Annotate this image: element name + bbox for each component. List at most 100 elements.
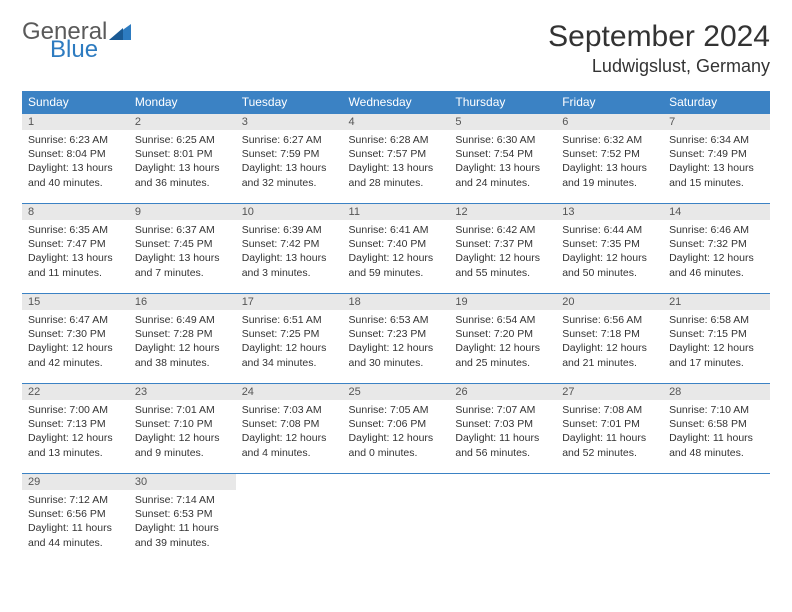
day-info: Sunrise: 6:53 AMSunset: 7:23 PMDaylight:…	[343, 310, 450, 373]
calendar-body: 1Sunrise: 6:23 AMSunset: 8:04 PMDaylight…	[22, 114, 770, 564]
calendar-row: 1Sunrise: 6:23 AMSunset: 8:04 PMDaylight…	[22, 114, 770, 204]
day-info: Sunrise: 6:47 AMSunset: 7:30 PMDaylight:…	[22, 310, 129, 373]
weekday-header-row: SundayMondayTuesdayWednesdayThursdayFrid…	[22, 91, 770, 114]
calendar-cell: 1Sunrise: 6:23 AMSunset: 8:04 PMDaylight…	[22, 114, 129, 204]
calendar-cell: 25Sunrise: 7:05 AMSunset: 7:06 PMDayligh…	[343, 384, 450, 474]
day-number: 17	[236, 294, 343, 310]
calendar-row: 15Sunrise: 6:47 AMSunset: 7:30 PMDayligh…	[22, 294, 770, 384]
day-info: Sunrise: 7:12 AMSunset: 6:56 PMDaylight:…	[22, 490, 129, 553]
day-info: Sunrise: 6:25 AMSunset: 8:01 PMDaylight:…	[129, 130, 236, 193]
day-info: Sunrise: 6:54 AMSunset: 7:20 PMDaylight:…	[449, 310, 556, 373]
day-info: Sunrise: 6:58 AMSunset: 7:15 PMDaylight:…	[663, 310, 770, 373]
day-number: 19	[449, 294, 556, 310]
calendar-cell: 3Sunrise: 6:27 AMSunset: 7:59 PMDaylight…	[236, 114, 343, 204]
calendar-cell: 23Sunrise: 7:01 AMSunset: 7:10 PMDayligh…	[129, 384, 236, 474]
month-title: September 2024	[548, 20, 770, 54]
day-number: 10	[236, 204, 343, 220]
calendar-cell: 21Sunrise: 6:58 AMSunset: 7:15 PMDayligh…	[663, 294, 770, 384]
weekday-header: Saturday	[663, 91, 770, 114]
calendar-cell: 19Sunrise: 6:54 AMSunset: 7:20 PMDayligh…	[449, 294, 556, 384]
day-info: Sunrise: 6:42 AMSunset: 7:37 PMDaylight:…	[449, 220, 556, 283]
day-info: Sunrise: 7:03 AMSunset: 7:08 PMDaylight:…	[236, 400, 343, 463]
day-info: Sunrise: 6:44 AMSunset: 7:35 PMDaylight:…	[556, 220, 663, 283]
day-info: Sunrise: 6:34 AMSunset: 7:49 PMDaylight:…	[663, 130, 770, 193]
day-number: 11	[343, 204, 450, 220]
day-info: Sunrise: 6:56 AMSunset: 7:18 PMDaylight:…	[556, 310, 663, 373]
calendar-row: 8Sunrise: 6:35 AMSunset: 7:47 PMDaylight…	[22, 204, 770, 294]
day-number: 20	[556, 294, 663, 310]
calendar-cell: 15Sunrise: 6:47 AMSunset: 7:30 PMDayligh…	[22, 294, 129, 384]
day-number: 8	[22, 204, 129, 220]
calendar-cell: 2Sunrise: 6:25 AMSunset: 8:01 PMDaylight…	[129, 114, 236, 204]
day-info: Sunrise: 6:49 AMSunset: 7:28 PMDaylight:…	[129, 310, 236, 373]
day-number: 27	[556, 384, 663, 400]
day-info: Sunrise: 7:10 AMSunset: 6:58 PMDaylight:…	[663, 400, 770, 463]
weekday-header: Wednesday	[343, 91, 450, 114]
calendar-cell: 12Sunrise: 6:42 AMSunset: 7:37 PMDayligh…	[449, 204, 556, 294]
day-info: Sunrise: 7:08 AMSunset: 7:01 PMDaylight:…	[556, 400, 663, 463]
calendar-cell: ..	[449, 474, 556, 564]
day-number: 23	[129, 384, 236, 400]
calendar-cell: 14Sunrise: 6:46 AMSunset: 7:32 PMDayligh…	[663, 204, 770, 294]
weekday-header: Sunday	[22, 91, 129, 114]
weekday-header: Thursday	[449, 91, 556, 114]
calendar-cell: 8Sunrise: 6:35 AMSunset: 7:47 PMDaylight…	[22, 204, 129, 294]
day-info: Sunrise: 6:23 AMSunset: 8:04 PMDaylight:…	[22, 130, 129, 193]
calendar-row: 29Sunrise: 7:12 AMSunset: 6:56 PMDayligh…	[22, 474, 770, 564]
day-info: Sunrise: 6:35 AMSunset: 7:47 PMDaylight:…	[22, 220, 129, 283]
calendar-cell: ..	[236, 474, 343, 564]
day-info: Sunrise: 6:28 AMSunset: 7:57 PMDaylight:…	[343, 130, 450, 193]
calendar-cell: 24Sunrise: 7:03 AMSunset: 7:08 PMDayligh…	[236, 384, 343, 474]
day-number: 18	[343, 294, 450, 310]
calendar-cell: 18Sunrise: 6:53 AMSunset: 7:23 PMDayligh…	[343, 294, 450, 384]
calendar-cell: ..	[343, 474, 450, 564]
day-number: 14	[663, 204, 770, 220]
calendar-cell: 4Sunrise: 6:28 AMSunset: 7:57 PMDaylight…	[343, 114, 450, 204]
calendar-cell: 26Sunrise: 7:07 AMSunset: 7:03 PMDayligh…	[449, 384, 556, 474]
day-number: 6	[556, 114, 663, 130]
calendar-cell: 5Sunrise: 6:30 AMSunset: 7:54 PMDaylight…	[449, 114, 556, 204]
calendar-cell: 20Sunrise: 6:56 AMSunset: 7:18 PMDayligh…	[556, 294, 663, 384]
day-number: 9	[129, 204, 236, 220]
day-info: Sunrise: 6:37 AMSunset: 7:45 PMDaylight:…	[129, 220, 236, 283]
day-number: 25	[343, 384, 450, 400]
calendar-cell: 7Sunrise: 6:34 AMSunset: 7:49 PMDaylight…	[663, 114, 770, 204]
day-number: 12	[449, 204, 556, 220]
day-number: 16	[129, 294, 236, 310]
calendar-cell: ..	[663, 474, 770, 564]
day-info: Sunrise: 6:30 AMSunset: 7:54 PMDaylight:…	[449, 130, 556, 193]
day-number: 4	[343, 114, 450, 130]
day-number: 26	[449, 384, 556, 400]
day-number: 5	[449, 114, 556, 130]
day-info: Sunrise: 6:46 AMSunset: 7:32 PMDaylight:…	[663, 220, 770, 283]
calendar-table: SundayMondayTuesdayWednesdayThursdayFrid…	[22, 91, 770, 564]
day-number: 7	[663, 114, 770, 130]
day-number: 3	[236, 114, 343, 130]
calendar-cell: 29Sunrise: 7:12 AMSunset: 6:56 PMDayligh…	[22, 474, 129, 564]
day-info: Sunrise: 6:51 AMSunset: 7:25 PMDaylight:…	[236, 310, 343, 373]
day-number: 1	[22, 114, 129, 130]
day-number: 24	[236, 384, 343, 400]
day-info: Sunrise: 6:32 AMSunset: 7:52 PMDaylight:…	[556, 130, 663, 193]
logo-text-blue: Blue	[50, 38, 131, 62]
calendar-cell: 6Sunrise: 6:32 AMSunset: 7:52 PMDaylight…	[556, 114, 663, 204]
weekday-header: Friday	[556, 91, 663, 114]
weekday-header: Monday	[129, 91, 236, 114]
day-info: Sunrise: 6:39 AMSunset: 7:42 PMDaylight:…	[236, 220, 343, 283]
day-number: 21	[663, 294, 770, 310]
calendar-cell: 9Sunrise: 6:37 AMSunset: 7:45 PMDaylight…	[129, 204, 236, 294]
title-block: September 2024 Ludwigslust, Germany	[548, 20, 770, 77]
day-info: Sunrise: 7:07 AMSunset: 7:03 PMDaylight:…	[449, 400, 556, 463]
day-number: 30	[129, 474, 236, 490]
day-info: Sunrise: 6:27 AMSunset: 7:59 PMDaylight:…	[236, 130, 343, 193]
day-number: 22	[22, 384, 129, 400]
calendar-cell: 11Sunrise: 6:41 AMSunset: 7:40 PMDayligh…	[343, 204, 450, 294]
day-number: 13	[556, 204, 663, 220]
logo: General Blue	[22, 20, 131, 62]
day-number: 28	[663, 384, 770, 400]
calendar-cell: ..	[556, 474, 663, 564]
day-number: 15	[22, 294, 129, 310]
calendar-cell: 30Sunrise: 7:14 AMSunset: 6:53 PMDayligh…	[129, 474, 236, 564]
calendar-cell: 17Sunrise: 6:51 AMSunset: 7:25 PMDayligh…	[236, 294, 343, 384]
calendar-cell: 13Sunrise: 6:44 AMSunset: 7:35 PMDayligh…	[556, 204, 663, 294]
